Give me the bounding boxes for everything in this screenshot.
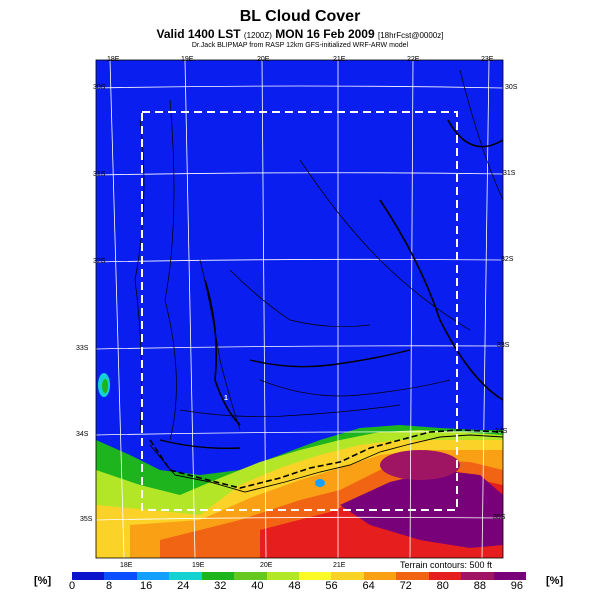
colorbar-swatch: [363, 572, 397, 580]
forecast-lead: [18hrFcst@0000z]: [377, 31, 444, 40]
colorbar-tick-label: 80: [436, 580, 449, 592]
top-lon-label: 22E: [407, 56, 420, 63]
left-lat-label: 34S: [76, 431, 89, 438]
map-fill: [96, 60, 503, 558]
colorbar-swatch: [428, 572, 462, 580]
model-credit: Dr.Jack BLIPMAP from RASP 12km GFS-initi…: [191, 42, 409, 49]
colorbar-tick-label: 64: [362, 580, 375, 592]
right-lat-label: 34S: [495, 428, 508, 435]
colorbar-tick-label: 56: [325, 580, 338, 592]
top-lon-label: 18E: [107, 56, 120, 63]
colorbar-swatch: [104, 572, 138, 580]
left-lat-label: 33S: [76, 345, 89, 352]
colorbar-tick-label: 48: [288, 580, 301, 592]
colorbar-tick-label: 72: [399, 580, 412, 592]
bottom-lon-label: 19E: [192, 562, 205, 569]
colorbar-swatch: [234, 572, 268, 580]
terrain-contours: [134, 69, 503, 493]
point-marker-label: 1: [224, 395, 228, 402]
colorbar-swatch: [266, 572, 300, 580]
left-lat-label: 31S: [93, 171, 106, 178]
top-lon-label: 20E: [257, 56, 270, 63]
colorbar-tick-label: 40: [251, 580, 264, 592]
bottom-lon-label: 21E: [333, 562, 346, 569]
terrain-contour-note: Terrain contours: 500 ft: [400, 560, 493, 570]
left-lat-label: 35S: [80, 516, 93, 523]
colorbar-tick-label: 8: [106, 580, 113, 592]
graticule: [96, 60, 503, 558]
colorbar: [72, 572, 527, 580]
colorbar-swatch: [299, 572, 332, 580]
colorbar-tick-label: 0: [68, 580, 76, 592]
top-lon-label: 21E: [333, 56, 346, 63]
right-lat-label: 32S: [501, 256, 514, 263]
valid-date: MON 16 Feb 2009: [275, 27, 375, 41]
colorbar-swatch: [201, 572, 235, 580]
colorbar-tick-label: 24: [177, 580, 190, 592]
colorbar-tick-label: 88: [473, 580, 486, 592]
left-lat-label: 30S: [93, 84, 106, 91]
colorbar-unit-right: [%]: [546, 575, 564, 587]
colorbar-swatch: [331, 572, 365, 580]
colorbar-tick-label: 16: [140, 580, 153, 592]
colorbar-tick-label: 32: [214, 580, 227, 592]
right-lat-label: 33S: [497, 342, 510, 349]
right-lat-label: 30S: [505, 84, 518, 91]
colorbar-swatch: [461, 572, 495, 580]
right-lat-label: 35S: [493, 514, 506, 521]
colorbar-swatch: [169, 572, 203, 580]
top-lon-label: 23E: [481, 56, 494, 63]
colorbar-swatch: [396, 572, 430, 580]
colorbar-swatch: [72, 572, 105, 580]
colorbar-swatch: [136, 572, 170, 580]
inner-domain-box: [141, 111, 458, 511]
map-title: BL Cloud Cover: [239, 8, 361, 25]
colorbar-swatch: [493, 572, 527, 580]
map-frame: [95, 59, 504, 559]
left-lat-label: 32S: [93, 258, 106, 265]
colorbar-unit-left: [%]: [34, 575, 52, 587]
bottom-lon-label: 20E: [260, 562, 273, 569]
colorbar-tick-label: 96: [510, 580, 524, 592]
right-lat-label: 31S: [503, 170, 516, 177]
bottom-lon-label: 18E: [120, 562, 133, 569]
valid-time: Valid 1400 LST: [156, 27, 241, 41]
utc-time: (1200Z): [243, 31, 272, 40]
valid-time-line: Valid 1400 LST (1200Z) MON 16 Feb 2009 […: [0, 27, 600, 41]
top-lon-label: 19E: [181, 56, 194, 63]
